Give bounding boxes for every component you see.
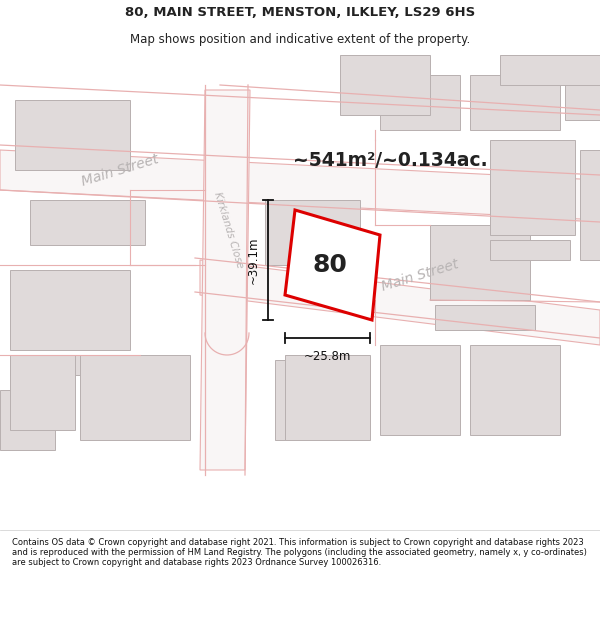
- Polygon shape: [15, 100, 130, 170]
- Polygon shape: [340, 55, 430, 115]
- Polygon shape: [275, 360, 285, 440]
- Polygon shape: [0, 150, 600, 220]
- Polygon shape: [30, 200, 145, 245]
- Text: Main Street: Main Street: [80, 152, 160, 188]
- Polygon shape: [200, 260, 600, 345]
- Polygon shape: [380, 75, 460, 130]
- Polygon shape: [80, 355, 190, 440]
- Text: Contains OS data © Crown copyright and database right 2021. This information is : Contains OS data © Crown copyright and d…: [12, 538, 587, 568]
- Polygon shape: [430, 225, 530, 300]
- Polygon shape: [490, 140, 575, 235]
- Polygon shape: [490, 240, 570, 260]
- Polygon shape: [580, 150, 600, 260]
- Polygon shape: [10, 355, 75, 430]
- Polygon shape: [200, 90, 250, 470]
- Polygon shape: [565, 70, 600, 120]
- Polygon shape: [435, 305, 535, 330]
- Text: ~39.1m: ~39.1m: [247, 236, 260, 284]
- Polygon shape: [265, 200, 360, 265]
- Polygon shape: [10, 270, 130, 350]
- Text: Map shows position and indicative extent of the property.: Map shows position and indicative extent…: [130, 32, 470, 46]
- Text: Kirklands Close: Kirklands Close: [212, 191, 244, 269]
- Polygon shape: [285, 355, 370, 440]
- Polygon shape: [500, 55, 600, 85]
- Polygon shape: [285, 210, 380, 320]
- Polygon shape: [380, 345, 460, 435]
- Polygon shape: [10, 355, 80, 375]
- Polygon shape: [470, 345, 560, 435]
- Text: 80, MAIN STREET, MENSTON, ILKLEY, LS29 6HS: 80, MAIN STREET, MENSTON, ILKLEY, LS29 6…: [125, 6, 475, 19]
- Polygon shape: [470, 75, 560, 130]
- Polygon shape: [0, 390, 55, 450]
- Text: ~541m²/~0.134ac.: ~541m²/~0.134ac.: [293, 151, 487, 169]
- Text: Main Street: Main Street: [380, 257, 460, 293]
- Text: 80: 80: [313, 253, 347, 277]
- Text: ~25.8m: ~25.8m: [304, 350, 351, 363]
